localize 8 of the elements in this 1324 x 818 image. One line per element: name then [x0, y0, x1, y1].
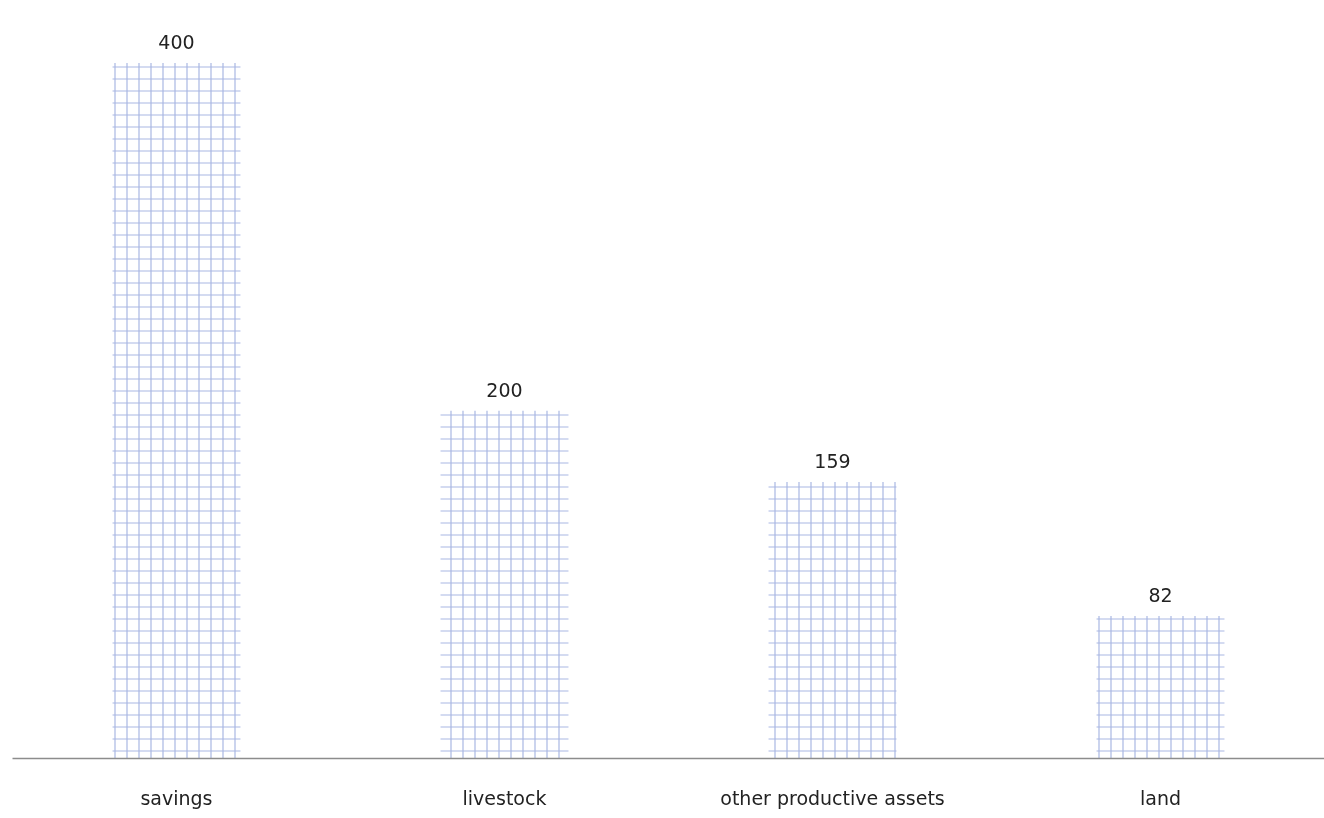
x-tick-label: livestock [462, 786, 547, 809]
data-label: 82 [1148, 583, 1173, 606]
x-tick-label: land [1139, 786, 1182, 809]
x-tick-label: savings [140, 786, 213, 809]
data-label: 159 [814, 450, 851, 473]
data-label: 200 [486, 378, 523, 401]
data-label: 400 [158, 31, 195, 54]
x-tick-label: other productive assets [720, 786, 945, 809]
